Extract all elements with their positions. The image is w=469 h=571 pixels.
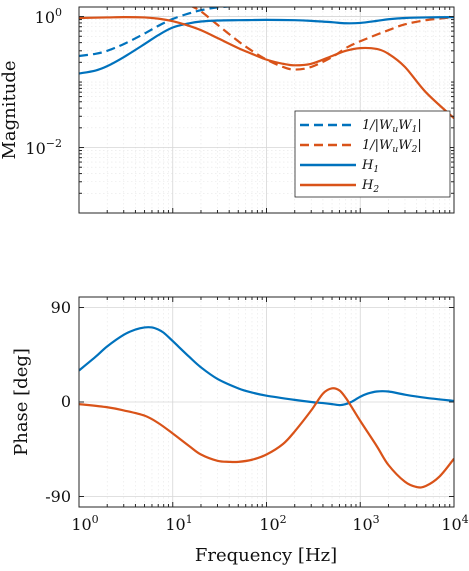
phase-ytick-label-0: 0 <box>61 392 71 411</box>
phase-ticks <box>78 297 454 507</box>
phase-series <box>79 326 454 489</box>
phase-series-line-2 <box>79 387 454 489</box>
legend-label-2: 1/|WuW2| <box>362 138 422 155</box>
xlabel: Frequency [Hz] <box>195 545 337 566</box>
magnitude-series-line-4 <box>79 16 454 120</box>
mag-ytick-label-1: 10−2 <box>25 137 62 158</box>
legend-label-1: 1/|WuW1| <box>362 118 422 135</box>
xtick-label-100: 102 <box>259 513 286 534</box>
legend-entry-3: H1 <box>300 158 379 175</box>
mag-ytick-label-0: 100 <box>35 6 62 27</box>
magnitude-series-line-1 <box>79 7 351 58</box>
legend-entry-2: 1/|WuW2| <box>300 138 422 155</box>
phase-series-line-1 <box>79 326 454 407</box>
magnitude-series-line-3 <box>79 16 454 75</box>
magnitude-ticks <box>78 7 454 214</box>
magnitude-plot: 100 10−2 Magnitude 1/|WuW1| 1/|WuW2| <box>0 6 455 214</box>
magnitude-ylabel: Magnitude <box>0 60 20 159</box>
magnitude-series <box>79 7 454 120</box>
legend-label-4: H2 <box>361 178 379 195</box>
phase-ytick-label-90: 90 <box>51 298 71 317</box>
legend: 1/|WuW1| 1/|WuW2| H1 H2 <box>294 110 451 198</box>
legend-entry-4: H2 <box>300 178 379 195</box>
xtick-label-1: 100 <box>71 513 98 534</box>
xtick-label-1000: 103 <box>352 513 379 534</box>
xtick-label-10000: 104 <box>441 513 468 534</box>
magnitude-series-line-2 <box>190 7 454 71</box>
legend-label-3: H1 <box>361 158 379 175</box>
phase-ytick-label-neg90: -90 <box>45 487 71 506</box>
xtick-label-10: 101 <box>165 513 192 534</box>
phase-ylabel: Phase [deg] <box>11 348 32 456</box>
legend-entry-1: 1/|WuW1| <box>300 118 422 135</box>
phase-plot: 90 0 -90 100 101 102 103 104 Phase [deg]… <box>11 296 469 566</box>
